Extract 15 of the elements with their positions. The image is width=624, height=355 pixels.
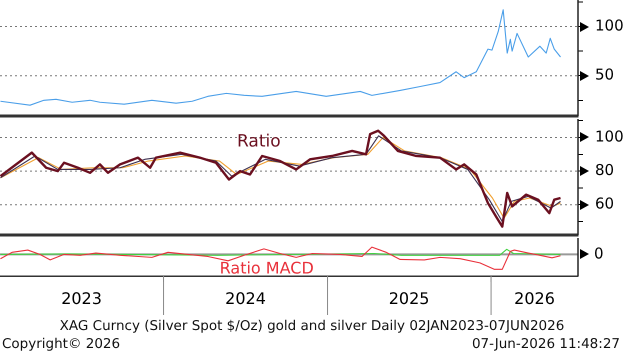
x-tick-label: 2026 <box>514 288 555 308</box>
x-tick-label: 2024 <box>225 288 266 308</box>
ref-line-label: 0 <box>594 244 604 262</box>
text: XAG Curncy (Silver Spot $/Oz) gold and silver Daily 02JAN2023-07JUN2026 <box>60 318 564 334</box>
y-tick-label: 50 <box>595 66 614 84</box>
x-tick-label: 2025 <box>388 288 430 308</box>
text: Copyright© 2026 <box>2 336 120 352</box>
y-tick-label: 100 <box>595 16 624 34</box>
series-label: Ratio <box>236 132 281 152</box>
text: 07-Jun-2026 11:48:27 <box>472 336 620 352</box>
y-tick-label: 60 <box>595 194 614 213</box>
y-tick-label: 80 <box>595 161 614 180</box>
y-tick-label: 100 <box>595 127 624 146</box>
series-label: Ratio MACD <box>220 258 314 278</box>
x-tick-label: 2023 <box>61 288 102 308</box>
